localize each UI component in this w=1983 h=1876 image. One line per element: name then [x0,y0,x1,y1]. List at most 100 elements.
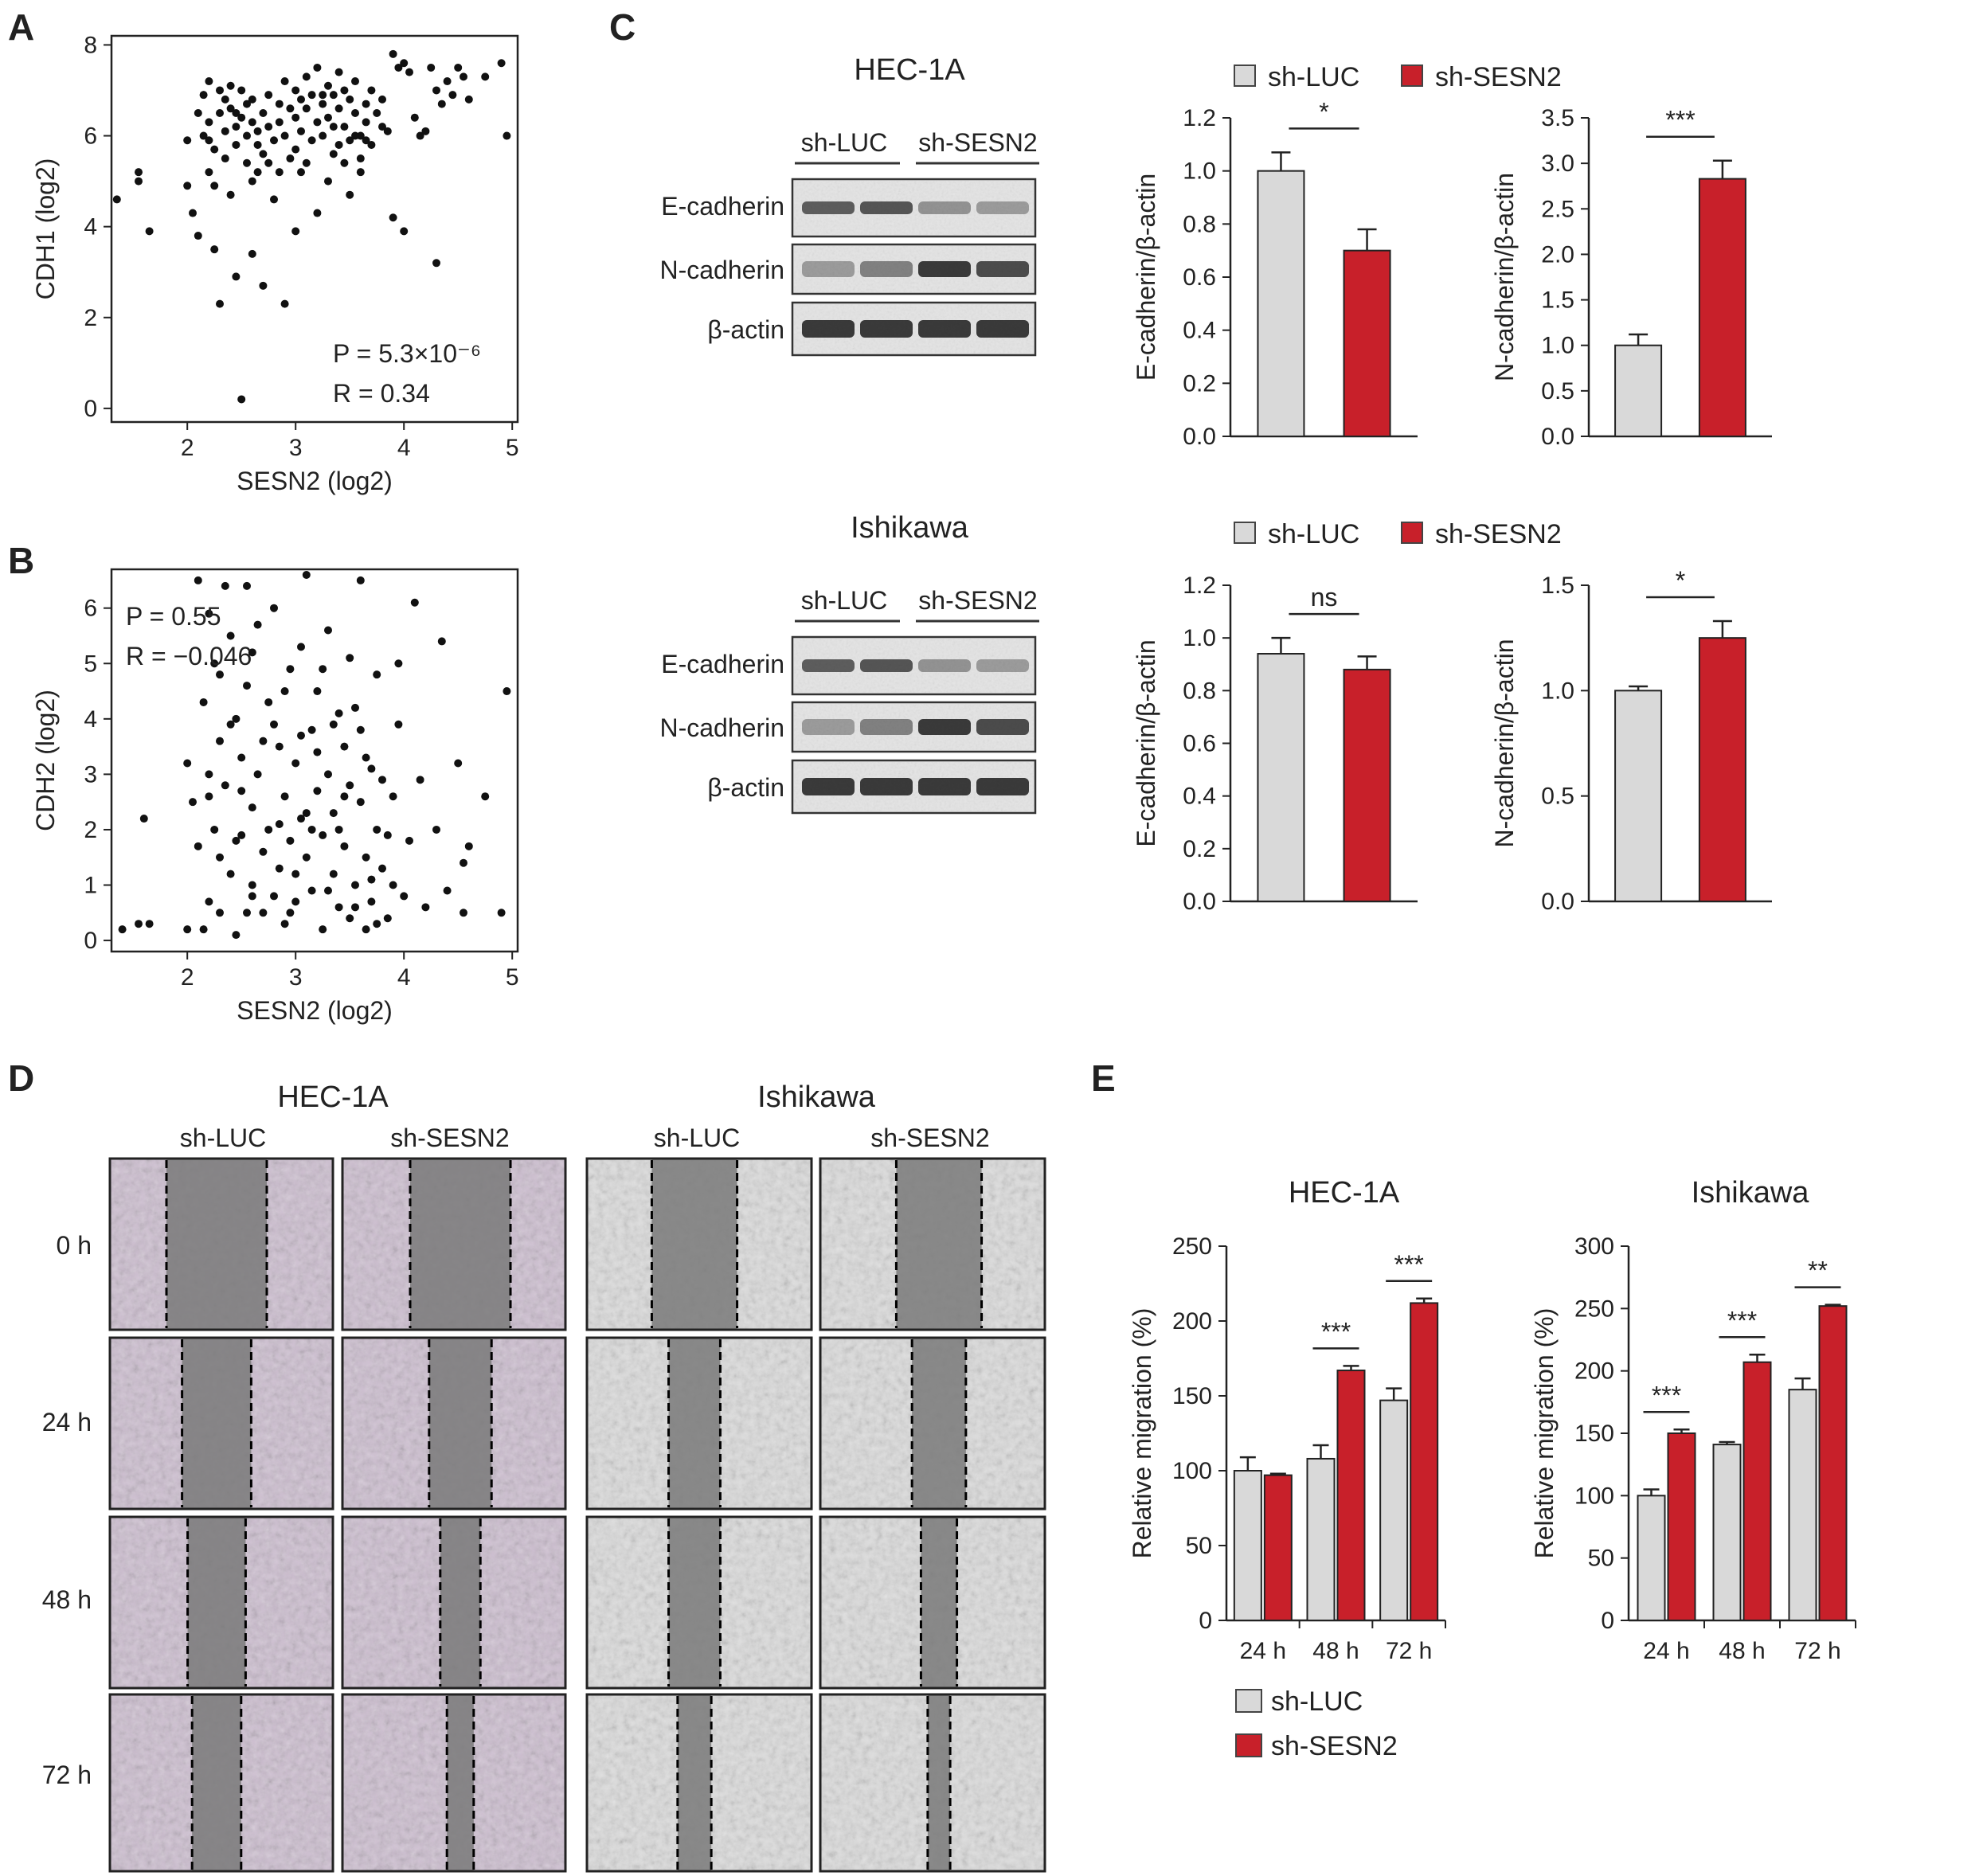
y-tick-label: 0.6 [1183,264,1216,291]
y-axis-label: N-cadherin/β-actin [1490,639,1519,847]
data-point [302,72,311,81]
legend-swatch-sh-sesn2 [1401,522,1423,544]
data-point [205,77,213,86]
y-tick-label: 0.8 [1183,211,1216,237]
data-point [221,154,229,163]
legend-e: sh-LUC sh-SESN2 [1235,1686,1398,1761]
data-point [145,227,154,236]
blot-band [918,778,971,795]
data-point [210,245,219,254]
x-tick-label: 2 [181,964,194,991]
data-point [460,909,467,917]
data-point [221,95,229,104]
blot-band [860,320,913,338]
data-point [280,792,289,801]
y-axis-label: E-cadherin/β-actin [1132,639,1160,846]
x-tick-label: 48 h [1312,1638,1359,1664]
data-point [259,737,268,745]
scratch-gap [912,1338,966,1509]
data-point [275,742,284,751]
data-point [232,140,241,149]
data-point [313,118,322,127]
data-point [324,81,332,90]
data-point [356,576,365,584]
data-point [313,209,322,217]
data-point [226,81,235,90]
legend-label: sh-SESN2 [1271,1731,1398,1761]
data-point [291,759,300,768]
micrograph-frame [341,1515,567,1690]
data-point [226,870,235,878]
data-point [253,620,262,629]
data-point [297,731,305,740]
y-tick-label: 1.5 [1541,573,1574,599]
data-point [378,95,386,104]
x-tick-label: 48 h [1719,1638,1765,1664]
legend-swatch-sh-sesn2 [1401,64,1423,87]
data-point [351,131,359,140]
data-point [340,123,349,131]
scratch-gap [921,1517,957,1688]
blot-band [918,320,971,338]
data-point [302,853,311,862]
y-tick-label: 1.0 [1541,678,1574,704]
data-point [367,875,376,884]
data-point [334,903,343,912]
data-point [356,725,365,734]
data-point [205,792,213,801]
blot-row-label: E-cadherin [661,650,784,678]
data-point [210,182,219,190]
data-point [362,136,370,145]
data-point [373,109,381,117]
blot-band [860,719,913,735]
data-point [427,63,436,72]
data-point [432,825,440,834]
data-point [248,95,256,104]
y-tick-label: 3 [84,761,97,788]
data-point [243,100,251,108]
y-tick-label: 1.0 [1541,333,1574,359]
data-point [237,787,246,795]
x-tick-label: 5 [506,435,519,461]
data-point [373,920,381,928]
scatter-plot-cdh1: 2 3 4 5 0 2 4 6 8 SESN2 (log2) CDH1 (log2) P = 5.3×… [31,32,519,495]
data-point [319,665,327,674]
panel-letter-b: B [8,540,34,581]
data-point [416,131,424,140]
blot-band [976,201,1029,214]
data-point [280,920,289,928]
data-point [291,897,300,906]
y-tick-label: 250 [1172,1233,1212,1260]
data-point [253,140,262,149]
y-tick-label: 0.0 [1541,889,1574,915]
data-point [340,842,349,850]
bar [1410,1302,1439,1621]
data-point [253,770,262,779]
blot-band [860,659,913,672]
data-point [497,59,506,68]
data-point [270,892,278,901]
data-point [183,136,192,145]
y-tick-label: 3.5 [1541,105,1574,131]
data-point [324,177,332,186]
data-point [503,687,511,696]
y-tick-label: 0.4 [1183,318,1216,344]
data-point [334,68,343,76]
legend-label: sh-LUC [1271,1686,1363,1717]
data-point [313,63,322,72]
bar [1742,1361,1772,1621]
data-point [362,118,370,127]
data-point [291,113,300,122]
scratch-gap [447,1694,474,1871]
blot-title: HEC-1A [854,53,965,87]
data-point [329,870,338,878]
blot-group-label: sh-SESN2 [918,128,1037,157]
data-point [389,49,397,58]
legend-swatch-sh-sesn2 [1235,1733,1262,1757]
data-point [243,581,251,590]
micrograph-frame [341,1693,567,1873]
bar [1788,1389,1817,1621]
scratch-gap [192,1694,241,1871]
panel-letter-e: E [1091,1057,1116,1099]
blot-band [860,778,913,795]
